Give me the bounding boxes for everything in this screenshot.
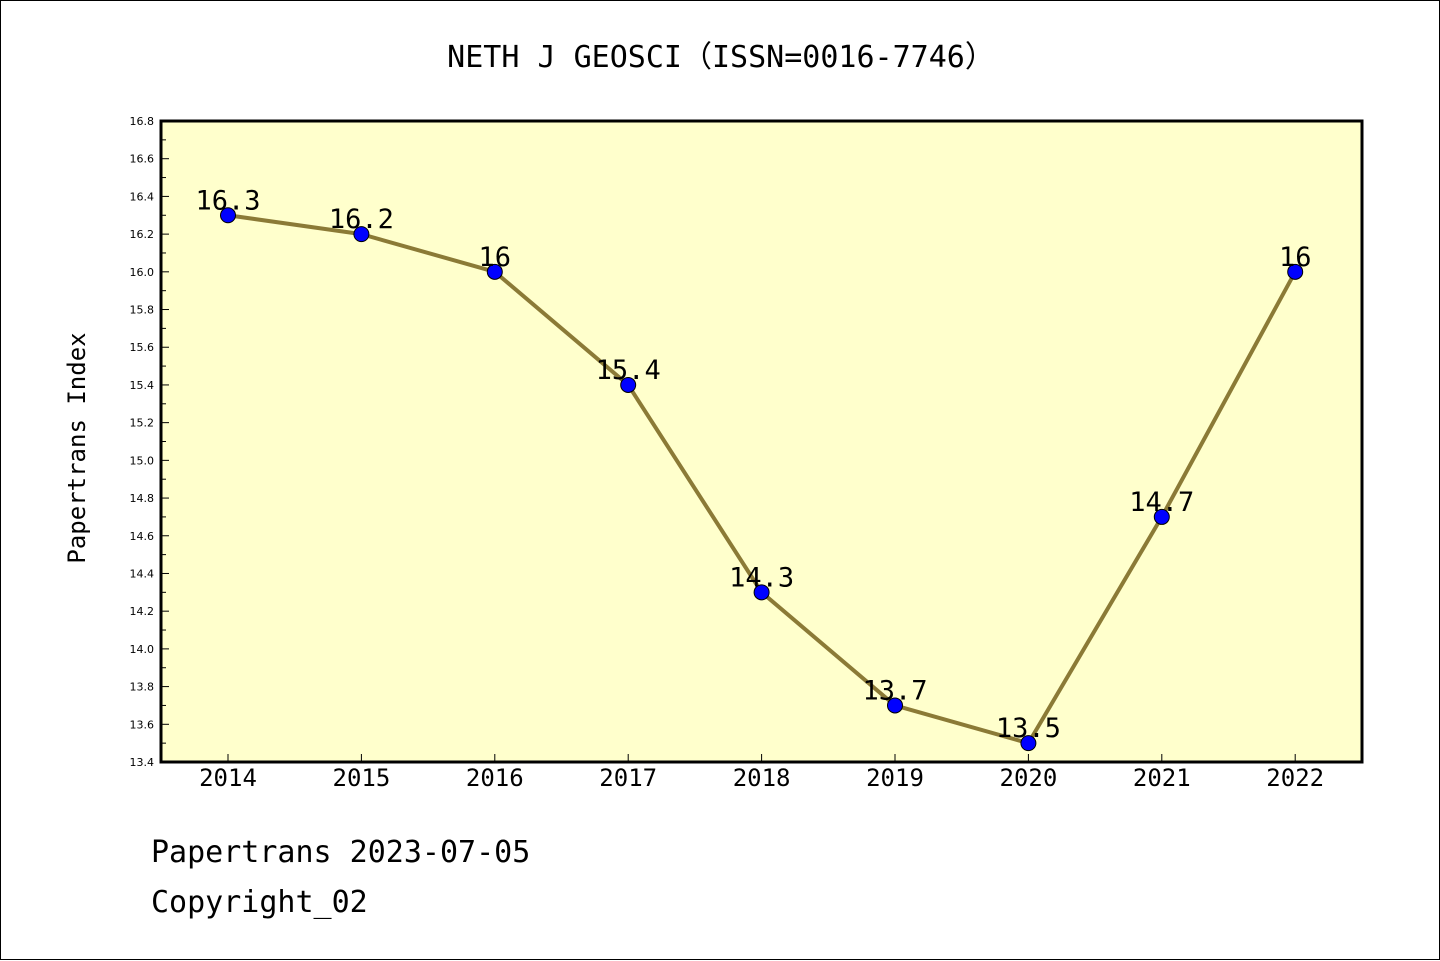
- data-label: 16: [1279, 242, 1312, 273]
- data-point: [1020, 735, 1037, 752]
- x-axis: 2014 2015 2016 2017 2018 2019 2020 2021 2022: [199, 754, 1324, 792]
- data-label: 16.2: [329, 204, 394, 235]
- x-tick-label: 2018: [733, 764, 791, 792]
- y-tick-label: 15.0: [130, 454, 155, 467]
- x-tick-label: 2021: [1133, 764, 1191, 792]
- x-tick-label: 2017: [599, 764, 657, 792]
- data-label: 14.7: [1129, 487, 1194, 518]
- data-point: [1287, 263, 1304, 280]
- x-tick-label: 2022: [1266, 764, 1324, 792]
- data-label: 14.3: [729, 562, 794, 593]
- x-tick-label: 2016: [466, 764, 524, 792]
- data-label: 16: [479, 242, 512, 273]
- data-point: [1153, 508, 1170, 525]
- footer-date: Papertrans 2023-07-05: [151, 835, 531, 870]
- y-axis: 13.4 13.6 13.8 14.0 14.2 14.4 14.6 14.8 15.0 15.2…: [130, 115, 169, 769]
- y-tick-label: 15.6: [130, 341, 155, 354]
- y-tick-label: 16.0: [130, 266, 155, 279]
- y-tick-label: 14.0: [130, 643, 155, 656]
- y-tick-label: 14.2: [130, 605, 155, 618]
- data-point: [887, 697, 903, 714]
- data-label: 16.3: [195, 185, 260, 216]
- data-point: [486, 263, 503, 280]
- y-tick-label: 14.6: [130, 530, 155, 543]
- x-tick-label: 2015: [333, 764, 391, 792]
- data-point: [220, 207, 236, 224]
- y-tick-label: 15.4: [130, 379, 155, 392]
- footer-copyright: Copyright_02: [151, 885, 368, 920]
- y-tick-label: 16.8: [130, 115, 155, 128]
- y-axis-label: Papertrans Index: [63, 332, 91, 563]
- y-tick-label: 16.2: [130, 228, 155, 241]
- data-label: 15.4: [596, 355, 661, 386]
- series-group: 16.3 16.2 16 15.4 14.3 13.7 13.5 14.7 16: [195, 185, 1312, 752]
- x-tick-label: 2014: [199, 764, 257, 792]
- y-tick-label: 15.8: [130, 304, 155, 317]
- y-tick-label: 13.4: [130, 756, 155, 769]
- y-tick-label: 13.6: [130, 718, 155, 731]
- data-label: 13.7: [862, 675, 927, 706]
- data-point: [753, 584, 770, 601]
- data-label: 13.5: [996, 713, 1061, 744]
- x-tick-label: 2020: [1000, 764, 1058, 792]
- y-tick-label: 15.2: [130, 417, 155, 430]
- y-tick-label: 13.8: [130, 681, 155, 694]
- x-tick-label: 2019: [866, 764, 924, 792]
- y-tick-label: 16.4: [130, 190, 155, 203]
- y-tick-label: 14.4: [130, 567, 155, 580]
- data-point: [353, 226, 370, 243]
- y-tick-label: 16.6: [130, 153, 155, 166]
- y-tick-label: 14.8: [130, 492, 155, 505]
- data-point: [620, 376, 637, 393]
- chart-title: NETH J GEOSCI（ISSN=0016-7746）: [447, 40, 995, 75]
